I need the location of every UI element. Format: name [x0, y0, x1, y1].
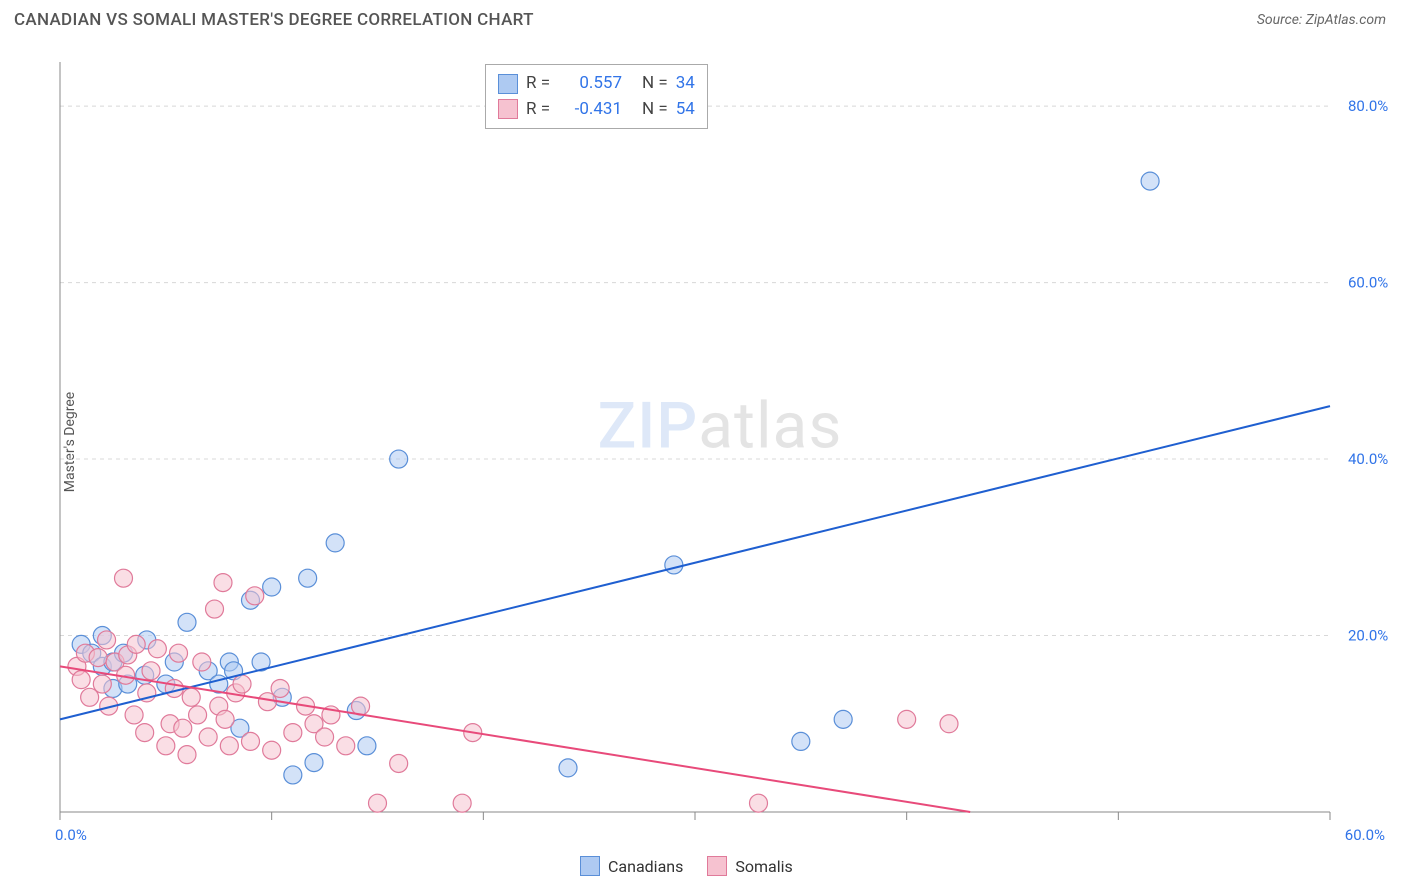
series-swatch: [498, 74, 518, 94]
legend-swatch: [580, 856, 600, 876]
svg-text:60.0%: 60.0%: [1345, 826, 1385, 842]
source-label: Source: ZipAtlas.com: [1257, 12, 1386, 28]
stat-n-label: N =: [642, 97, 668, 123]
stat-n-value: 34: [676, 71, 695, 97]
legend-label: Canadians: [608, 857, 683, 876]
stat-r-label: R =: [526, 71, 550, 97]
stat-n-label: N =: [642, 71, 668, 97]
legend-item: Canadians: [580, 856, 683, 876]
svg-text:20.0%: 20.0%: [1348, 627, 1388, 645]
legend-swatch: [707, 856, 727, 876]
series-legend: Canadians Somalis: [580, 856, 793, 876]
svg-text:60.0%: 60.0%: [1348, 274, 1388, 292]
legend-label: Somalis: [735, 857, 792, 876]
legend-item: Somalis: [707, 856, 792, 876]
stats-row: R = -0.431 N = 54: [498, 97, 695, 123]
stat-n-value: 54: [676, 97, 695, 123]
stat-r-label: R =: [526, 97, 550, 123]
scatter-plot: 20.0% 40.0% 60.0% 80.0% 0.0% 60.0%: [50, 42, 1390, 842]
series-swatch: [498, 99, 518, 119]
svg-text:0.0%: 0.0%: [55, 826, 87, 842]
svg-text:80.0%: 80.0%: [1348, 97, 1388, 115]
chart-container: Master's Degree ZIPatlas 20.0%40.0%60.0%…: [50, 42, 1390, 842]
chart-title: CANADIAN VS SOMALI MASTER'S DEGREE CORRE…: [14, 10, 534, 30]
svg-text:40.0%: 40.0%: [1348, 450, 1388, 468]
stats-legend-box: R = 0.557 N = 34 R = -0.431 N = 54: [485, 64, 708, 129]
stats-row: R = 0.557 N = 34: [498, 71, 695, 97]
stat-r-value: 0.557: [558, 71, 622, 97]
stat-r-value: -0.431: [558, 97, 622, 123]
